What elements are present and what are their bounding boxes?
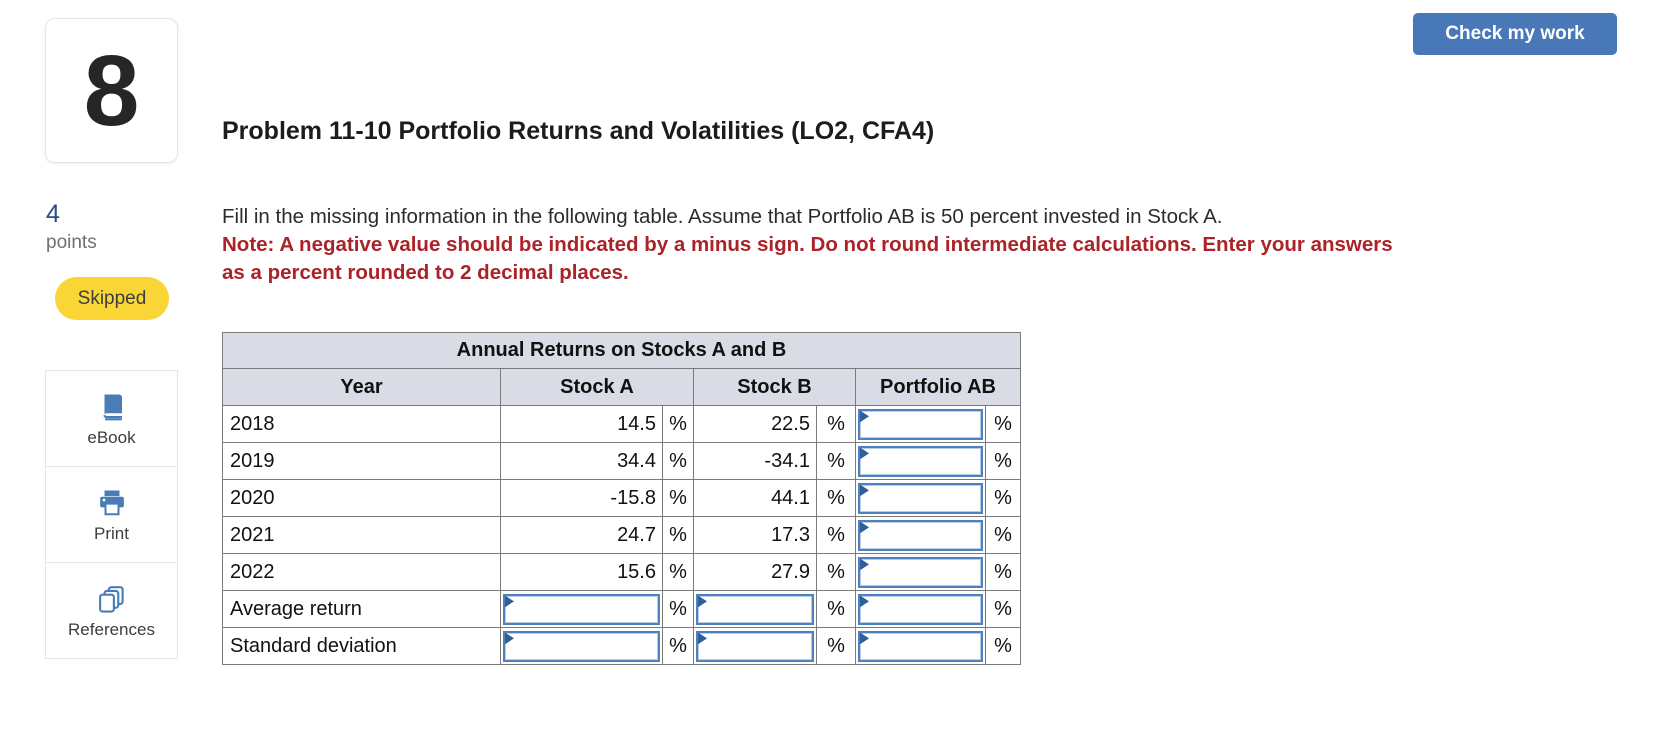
percent-sign: % [662,516,694,554]
stock-a-value: 14.5 [500,405,663,443]
portfolio-ab-input-field-2020[interactable] [860,484,981,512]
tool-label: Print [94,523,129,543]
instructions-text: Fill in the missing information in the f… [222,205,1223,228]
instructions-note-line1: Note: A negative value should be indicat… [222,233,1393,256]
print-button[interactable]: Print [45,466,178,563]
question-number: 8 [83,34,140,147]
book-icon [96,390,128,424]
percent-sign: % [816,553,856,591]
year-cell: 2021 [222,516,501,554]
col-header-year: Year [222,368,501,406]
stock-b-value: -34.1 [693,442,817,480]
portfolio-ab-input-2020[interactable] [858,482,983,514]
portfolio-ab-input-2022[interactable] [858,556,983,588]
percent-sign: % [816,627,856,665]
year-cell: 2022 [222,553,501,591]
table-row-2018: 2018 14.5 % 22.5 % % [222,405,1022,443]
row-label: Standard deviation [222,627,501,665]
portfolio-ab-input-2021[interactable] [858,519,983,551]
stock-b-value: 22.5 [693,405,817,443]
stock-a-value: 15.6 [500,553,663,591]
percent-sign: % [662,590,694,628]
col-header-stock-a: Stock A [500,368,694,406]
table-row-2021: 2021 24.7 % 17.3 % % [222,516,1022,554]
portfolio-ab-input-2018[interactable] [858,408,983,440]
average-return-portfolio-ab-input[interactable] [858,593,983,625]
year-cell: 2020 [222,479,501,517]
problem-title: Problem 11-10 Portfolio Returns and Vola… [222,117,935,145]
percent-sign: % [816,442,856,480]
instructions-note-line2: as a percent rounded to 2 decimal places… [222,261,629,284]
portfolio-ab-input-field-2019[interactable] [860,447,981,475]
stock-b-value: 27.9 [693,553,817,591]
percent-sign: % [984,590,1022,628]
standard-deviation-portfolio-ab-input[interactable] [858,630,983,662]
portfolio-ab-input-field-2018[interactable] [860,410,981,438]
points-label: points [46,232,97,253]
points-block: 4 points [46,200,97,254]
percent-sign: % [984,405,1022,443]
tool-label: References [68,619,155,639]
instructions: Fill in the missing information in the f… [222,203,1672,287]
percent-sign: % [984,442,1022,480]
stock-b-value: 44.1 [693,479,817,517]
stock-a-value: -15.8 [500,479,663,517]
percent-sign: % [984,516,1022,554]
stock-a-value: 24.7 [500,516,663,554]
portfolio-ab-input-field-2021[interactable] [860,521,981,549]
table-row-average-return: Average return % % % [222,590,1022,628]
percent-sign: % [662,442,694,480]
table-row-2019: 2019 34.4 % -34.1 % % [222,442,1022,480]
standard-deviation-stock-a-input[interactable] [503,630,660,662]
portfolio-ab-input-2019[interactable] [858,445,983,477]
average-return-portfolio-ab-field[interactable] [860,595,981,623]
year-cell: 2018 [222,405,501,443]
percent-sign: % [816,516,856,554]
returns-table: Annual Returns on Stocks A and B Year St… [221,332,1022,665]
stock-b-value: 17.3 [693,516,817,554]
average-return-stock-a-input[interactable] [503,593,660,625]
table-row-2020: 2020 -15.8 % 44.1 % % [222,479,1022,517]
standard-deviation-stock-b-input[interactable] [696,630,814,662]
percent-sign: % [662,405,694,443]
col-header-portfolio-ab: Portfolio AB [854,368,1022,406]
percent-sign: % [984,553,1022,591]
average-return-stock-b-input[interactable] [696,593,814,625]
ebook-button[interactable]: eBook [45,370,178,467]
tool-label: eBook [87,427,136,447]
percent-sign: % [662,553,694,591]
standard-deviation-portfolio-ab-field[interactable] [860,632,981,660]
points-value: 4 [46,200,60,228]
check-my-work-button[interactable]: Check my work [1413,13,1617,55]
stock-a-value: 34.4 [500,442,663,480]
percent-sign: % [816,479,856,517]
percent-sign: % [984,627,1022,665]
printer-icon [96,486,128,520]
percent-sign: % [662,479,694,517]
table-row-2022: 2022 15.6 % 27.9 % % [222,553,1022,591]
references-button[interactable]: References [45,562,178,659]
average-return-stock-a-field[interactable] [505,595,658,623]
portfolio-ab-input-field-2022[interactable] [860,558,981,586]
percent-sign: % [984,479,1022,517]
references-icon [97,582,127,616]
year-cell: 2019 [222,442,501,480]
percent-sign: % [662,627,694,665]
standard-deviation-stock-b-field[interactable] [698,632,812,660]
percent-sign: % [816,590,856,628]
col-header-stock-b: Stock B [693,368,856,406]
tools-panel: eBook Print References [45,370,178,659]
status-badge: Skipped [55,277,169,320]
standard-deviation-stock-a-field[interactable] [505,632,658,660]
percent-sign: % [816,405,856,443]
table-title: Annual Returns on Stocks A and B [221,332,1022,369]
table-row-standard-deviation: Standard deviation % % % [222,627,1022,665]
average-return-stock-b-field[interactable] [698,595,812,623]
question-number-box: 8 [45,18,178,163]
row-label: Average return [222,590,501,628]
